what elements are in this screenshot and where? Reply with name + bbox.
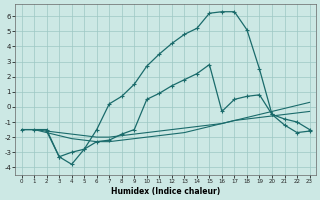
- X-axis label: Humidex (Indice chaleur): Humidex (Indice chaleur): [111, 187, 220, 196]
